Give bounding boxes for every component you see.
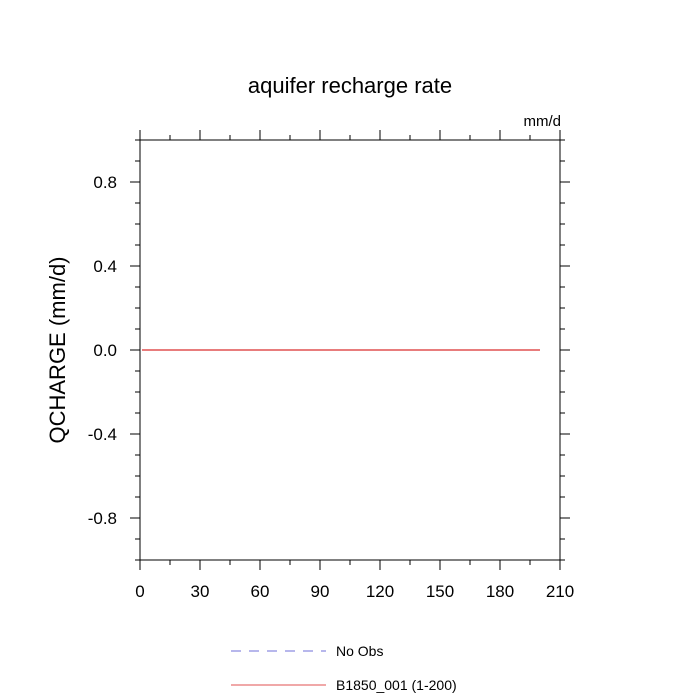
x-tick-label: 210 xyxy=(546,582,574,601)
y-tick-label: 0.4 xyxy=(93,257,117,276)
y-axis-label: QCHARGE (mm/d) xyxy=(45,257,70,444)
unit-label: mm/d xyxy=(524,113,562,130)
y-tick-label: 0.8 xyxy=(93,173,117,192)
x-tick-label: 150 xyxy=(426,582,454,601)
y-tick-label: 0.0 xyxy=(93,341,117,360)
x-tick-label: 180 xyxy=(486,582,514,601)
x-tick-label: 30 xyxy=(191,582,210,601)
x-tick-label: 90 xyxy=(311,582,330,601)
x-tick-label: 120 xyxy=(366,582,394,601)
x-tick-label: 60 xyxy=(251,582,270,601)
y-tick-label: -0.4 xyxy=(88,425,117,444)
legend-label: No Obs xyxy=(336,643,383,659)
x-tick-label: 0 xyxy=(135,582,144,601)
chart-title: aquifer recharge rate xyxy=(248,73,452,98)
y-axis: 0.8 0.4 0.0 -0.4 -0.8 xyxy=(88,139,570,561)
x-axis: 0 30 60 90 120 150 180 210 xyxy=(135,130,574,601)
legend: No Obs B1850_001 (1-200) xyxy=(231,643,457,693)
legend-label: B1850_001 (1-200) xyxy=(336,677,457,693)
y-tick-label: -0.8 xyxy=(88,509,117,528)
